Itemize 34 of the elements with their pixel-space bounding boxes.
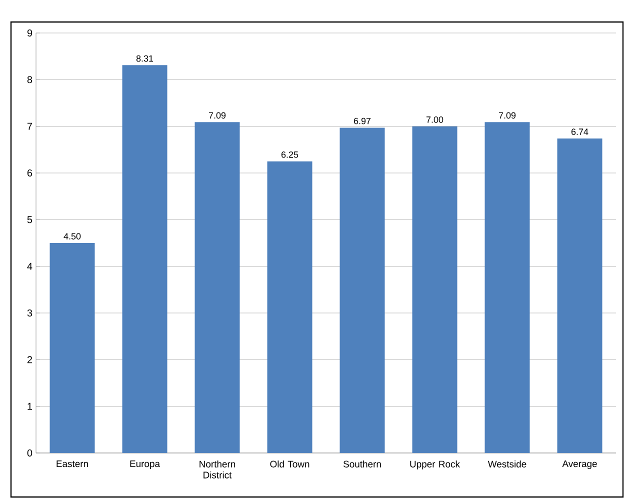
x-tick-label: Northern District [200,460,236,478]
x-tick-label: Westside [488,460,526,468]
data-label: 7.00 [426,116,444,123]
bar [412,126,458,453]
y-tick-label: 2 [27,356,32,364]
x-tick-label: Old Town [270,460,310,468]
data-label: 6.74 [571,128,588,135]
bar [267,161,312,453]
y-tick-label: 8 [27,76,32,84]
data-label: 4.50 [64,233,81,240]
bar [340,128,385,453]
data-label: 6.97 [354,118,371,124]
x-tick-label: Southern [343,460,381,468]
y-tick-label: 5 [27,216,32,224]
y-tick-label: 7 [27,122,32,130]
bar [50,242,95,453]
y-tick-label: 1 [28,402,32,410]
y-tick-label: 6 [27,169,32,177]
data-label: 6.25 [281,151,298,158]
bar [194,122,240,453]
y-tick-label: 9 [27,29,32,37]
bar [484,122,530,453]
x-tick-label: Average [562,460,597,469]
x-tick-label: Upper Rock [410,460,460,470]
x-tick-label: Eastern [56,460,88,468]
y-tick-label: 4 [27,262,32,270]
data-label: 7.09 [208,112,226,119]
data-label: 7.09 [498,112,516,119]
data-label: 8.31 [136,55,154,62]
x-tick-label: Europa [130,460,160,469]
bar [122,65,168,453]
y-tick-label: 0 [27,449,32,457]
bar [557,138,602,453]
y-tick-label: 3 [27,309,32,317]
